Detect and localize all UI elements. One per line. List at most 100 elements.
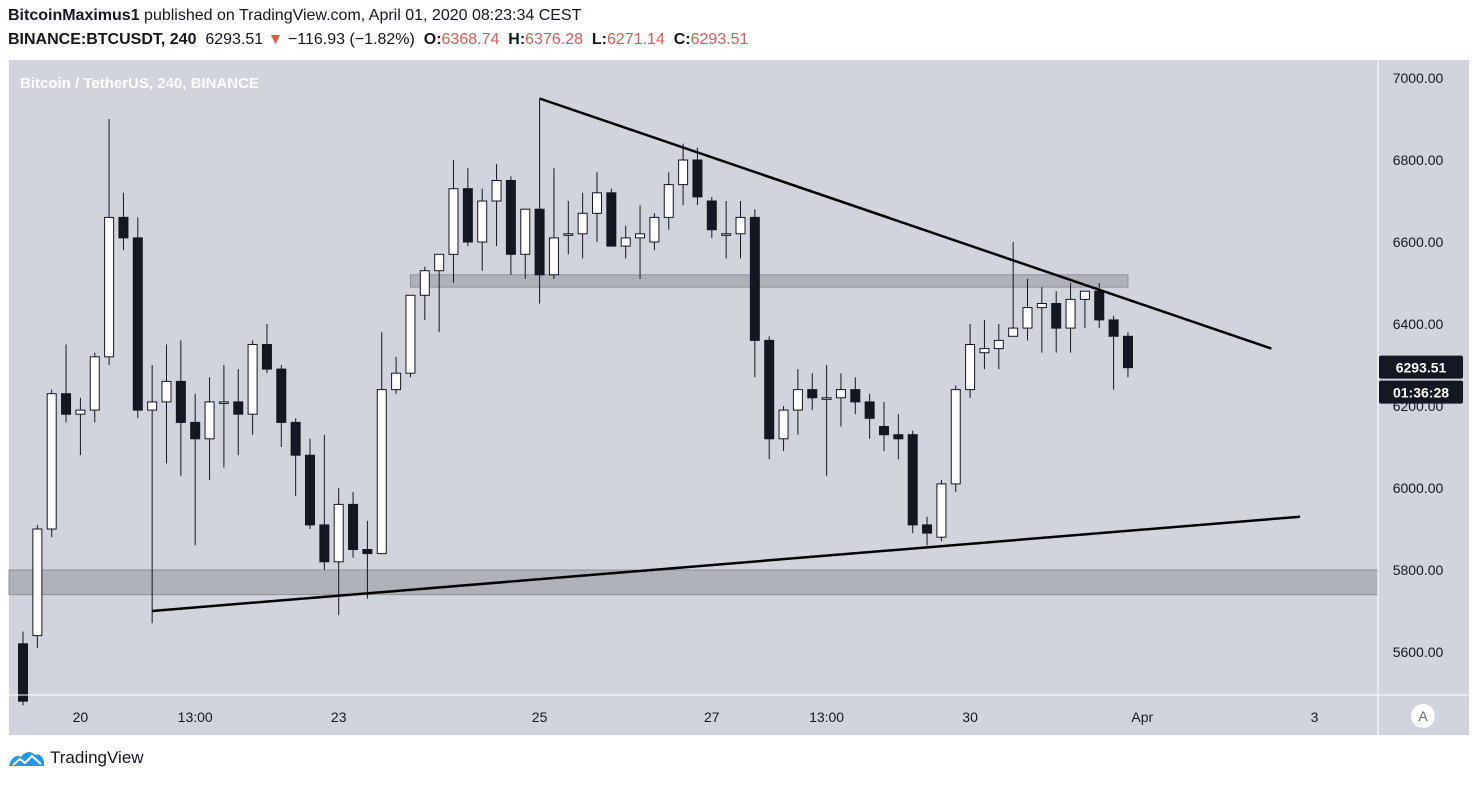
candle [448,160,459,283]
last-price-tag-text: 6293.51 [1396,360,1447,376]
candle [893,414,904,460]
candle-body [807,389,818,399]
high-label: H: [508,31,526,48]
candle [764,336,775,460]
trendline-1[interactable] [152,515,1301,613]
x-tick-label: 13:00 [809,709,844,725]
candle [821,365,832,476]
trendline-0[interactable] [539,97,1272,350]
low-label: L: [591,31,607,48]
candle-body [1008,327,1019,337]
zone-1 [8,569,1379,596]
candle-body [491,180,502,202]
candle-body [635,233,646,239]
candle [1065,283,1076,353]
candle [247,340,258,435]
candle-body [1036,303,1047,309]
candle-body [290,421,301,456]
candle-body [32,528,43,637]
y-tick-label: 5600.00 [1393,644,1444,660]
candle-body [104,216,115,358]
candle [89,352,100,423]
tradingview-footer[interactable]: TradingView [8,748,144,768]
candle [635,205,646,279]
candle-body [907,434,918,526]
candle [606,188,617,247]
candle-body [1051,303,1062,329]
x-tick-label: 30 [962,709,978,725]
zones-layer [8,274,1379,596]
candle-body [391,372,402,391]
time-axis[interactable]: 20 13:00 23 25 27 13:00 30 Apr 3 [73,709,1319,725]
candle [792,369,803,435]
candle [592,172,602,242]
candle-body [175,380,186,423]
candle-body [649,216,660,243]
candle [75,397,86,456]
candle [218,365,229,468]
candle [864,393,875,439]
candle-body [376,389,387,555]
candle-body [534,208,545,276]
low-value: 6271.14 [607,31,665,48]
candle [290,418,301,497]
candle-body [778,409,789,440]
candle-body [592,192,602,214]
pane-title: Bitcoin / TetherUS, 240, BINANCE [20,75,259,92]
candle-body [606,192,617,247]
candle-body [118,216,129,239]
candle [1051,291,1062,353]
candle [835,373,846,427]
countdown-tag-text: 01:36:28 [1393,385,1449,401]
y-tick-label: 6800.00 [1393,152,1444,168]
close-label: C: [673,31,691,48]
candle [950,385,961,493]
candle [348,492,359,558]
candle-body [1022,307,1033,329]
candle [520,208,531,279]
auto-scale-button[interactable]: A [1411,704,1435,728]
y-tick-label: 6400.00 [1393,316,1444,332]
candle-body [520,208,531,255]
symbol-info: BINANCE:BTCUSDT, 240 6293.51 ▼ −116.93 (… [8,31,748,49]
candle [46,389,57,538]
candle [32,524,43,648]
candle-body [792,389,803,411]
candle-body [893,434,904,440]
candle-body [362,549,373,555]
candle-body [936,483,947,538]
candle [979,319,990,370]
candle [419,266,430,320]
countdown-tag: 01:36:28 [1379,380,1463,404]
candle-body [1079,290,1090,300]
candle-body [204,401,215,440]
price-change: −116.93 (−1.82%) [287,31,415,48]
candle-body [721,233,732,236]
candle [649,213,660,251]
candle-body [663,184,674,218]
candle [276,365,287,447]
candle-body [61,393,72,415]
candle [434,253,445,333]
y-tick-label: 6600.00 [1393,234,1444,250]
close-value: 6293.51 [690,31,749,48]
candle-body [879,426,889,436]
candle [807,373,818,411]
candle [879,401,889,452]
author-name[interactable]: BitcoinMaximus1 [8,7,140,24]
candle [850,377,861,415]
candle [706,196,717,238]
candle [190,393,201,546]
candle-body [965,344,976,391]
auto-scale-label: A [1418,708,1428,724]
candle-body [1094,290,1105,321]
candle-body [319,524,330,563]
candle [1122,332,1133,378]
candle-body [218,401,229,404]
candle [1079,290,1090,329]
x-tick-label: 25 [532,709,548,725]
candle [147,365,158,624]
candle [462,168,473,247]
candle-body [46,393,57,530]
